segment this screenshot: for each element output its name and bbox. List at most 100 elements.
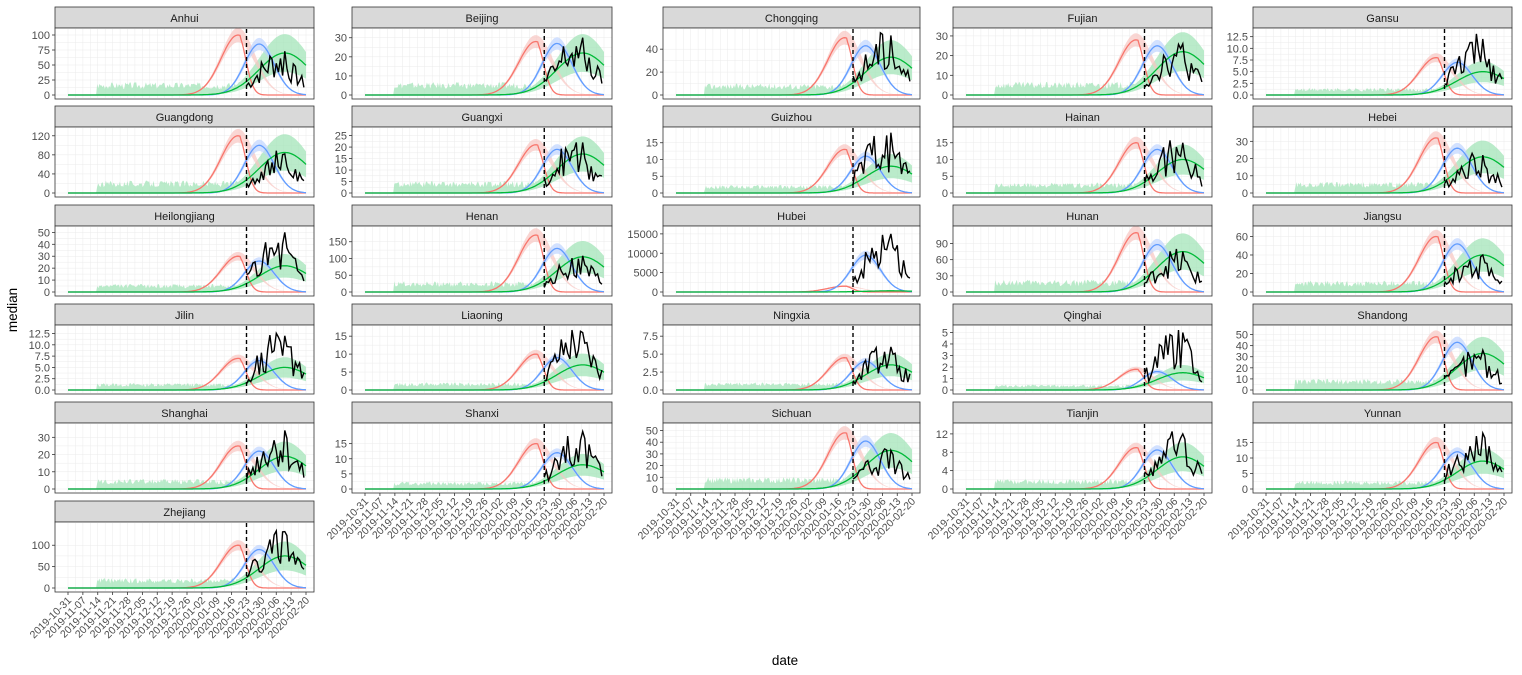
y-tick-label: 20	[1236, 154, 1248, 166]
strip-label: Shandong	[1357, 310, 1407, 322]
y-tick-label: 20	[646, 67, 658, 79]
panel-border	[54, 324, 315, 395]
line-observed	[852, 132, 911, 185]
y-tick-label: 5000	[634, 268, 658, 280]
line-observed	[245, 150, 305, 189]
y-tick-label: 5	[942, 171, 948, 183]
y-tick-label: 50	[38, 227, 50, 239]
panel-border	[1252, 225, 1513, 297]
panel-yunnan: Yunnan0510152019-10-312019-11-072019-11-…	[1226, 401, 1513, 542]
line-green	[1266, 156, 1505, 194]
strip-label: Qinghai	[1064, 310, 1102, 322]
panel-border	[662, 27, 921, 100]
line-green	[365, 52, 605, 96]
panel-hebei: Hebei 0 10 20 30	[1236, 105, 1513, 200]
y-tick-label: 10.0	[1227, 43, 1248, 55]
panel-border	[952, 324, 1213, 395]
panel-border	[952, 422, 1213, 494]
ribbon-green	[966, 442, 1204, 489]
y-tick-label: 0	[341, 287, 347, 299]
panel-border	[662, 225, 921, 297]
grid	[663, 227, 920, 295]
grid	[55, 523, 314, 591]
line-green	[676, 449, 913, 490]
panel-border	[662, 422, 921, 494]
strip-label: Hebei	[1368, 112, 1397, 124]
y-tick-label: 10	[936, 154, 948, 166]
ribbon-red	[1266, 330, 1504, 390]
y-tick-label: 100	[32, 540, 50, 552]
line-green	[1266, 71, 1505, 96]
line-green	[676, 290, 913, 293]
y-tick-label: 20	[38, 263, 50, 275]
line-green	[68, 265, 307, 293]
strip-label: Henan	[466, 211, 498, 223]
panel-shanghai: Shanghai 0 10 20 30	[38, 401, 315, 496]
grid	[55, 326, 314, 393]
panel-tianjin: Tianjin048122019-10-312019-11-072019-11-…	[926, 401, 1213, 542]
y-tick-label: 0	[44, 287, 50, 299]
y-tick-label: 12.5	[29, 329, 50, 341]
y-tick-label: 0	[942, 188, 948, 200]
y-tick-label: 0	[1242, 188, 1248, 200]
strip-label: Heilongjiang	[154, 211, 215, 223]
y-tick-label: 50	[38, 562, 50, 574]
ribbon-green	[68, 357, 306, 390]
panel-border	[952, 225, 1213, 297]
y-tick-label: 20	[646, 461, 658, 473]
y-tick-label: 5	[1242, 469, 1248, 481]
panel-border	[1252, 324, 1513, 395]
line-green	[676, 364, 913, 391]
line-green	[966, 158, 1205, 194]
line-green	[676, 165, 913, 194]
panel-background	[55, 325, 314, 394]
ribbon-green	[1266, 448, 1504, 489]
line-green	[68, 52, 307, 96]
strip-label: Yunnan	[1364, 408, 1401, 420]
line-green	[68, 151, 307, 194]
strip-label: Beijing	[465, 13, 498, 25]
panel-hunan: Hunan 0 30 60 90	[936, 204, 1213, 299]
panel-beijing: Beijing 0 10 20 30	[335, 6, 613, 102]
line-observed	[1443, 430, 1503, 482]
strip-label: Liaoning	[461, 310, 503, 322]
strip-label: Hubei	[777, 211, 806, 223]
strip-label: Chongqing	[765, 13, 818, 25]
y-tick-label: 0.0	[35, 385, 50, 397]
y-tick-label: 20	[1236, 268, 1248, 280]
line-green	[365, 364, 605, 391]
strip-label: Gansu	[1366, 13, 1398, 25]
panel-hubei: Hubei 0 5000 10000 15000	[627, 204, 921, 299]
y-tick-label: 15	[646, 138, 658, 150]
y-tick-label: 0	[652, 90, 658, 102]
y-tick-label: 25	[38, 75, 50, 87]
y-tick-label: 40	[1236, 250, 1248, 262]
y-tick-label: 15	[936, 138, 948, 150]
ribbon-red	[365, 438, 604, 489]
strip-label: Hunan	[1066, 211, 1098, 223]
strip-label: Anhui	[170, 13, 198, 25]
ribbon-red	[1266, 436, 1504, 489]
line-observed	[245, 430, 305, 481]
strip-label: Jiangsu	[1364, 211, 1402, 223]
line-observed	[1143, 140, 1203, 187]
panel-background	[1253, 28, 1512, 99]
line-observed	[1143, 330, 1203, 385]
ribbon-red	[68, 251, 306, 292]
y-tick-label: 10	[936, 70, 948, 82]
y-tick-label: 7.5	[35, 351, 50, 363]
y-tick-label: 10.0	[29, 340, 50, 352]
y-tick-label: 15	[335, 154, 347, 166]
panel-border	[351, 126, 613, 198]
y-tick-label: 5.0	[35, 362, 50, 374]
y-tick-label: 50	[646, 426, 658, 438]
panel-border	[351, 27, 613, 100]
panel-fujian: Fujian 0 10 20 30	[936, 6, 1213, 102]
y-tick-label: 0	[44, 90, 50, 102]
panels-layer: Anhui0255075100Beijing0102030Chongqing02…	[28, 6, 1513, 641]
y-tick-label: 20	[335, 142, 347, 154]
y-tick-label: 12	[936, 429, 948, 441]
y-tick-label: 0	[341, 484, 347, 496]
y-tick-label: 60	[936, 255, 948, 267]
